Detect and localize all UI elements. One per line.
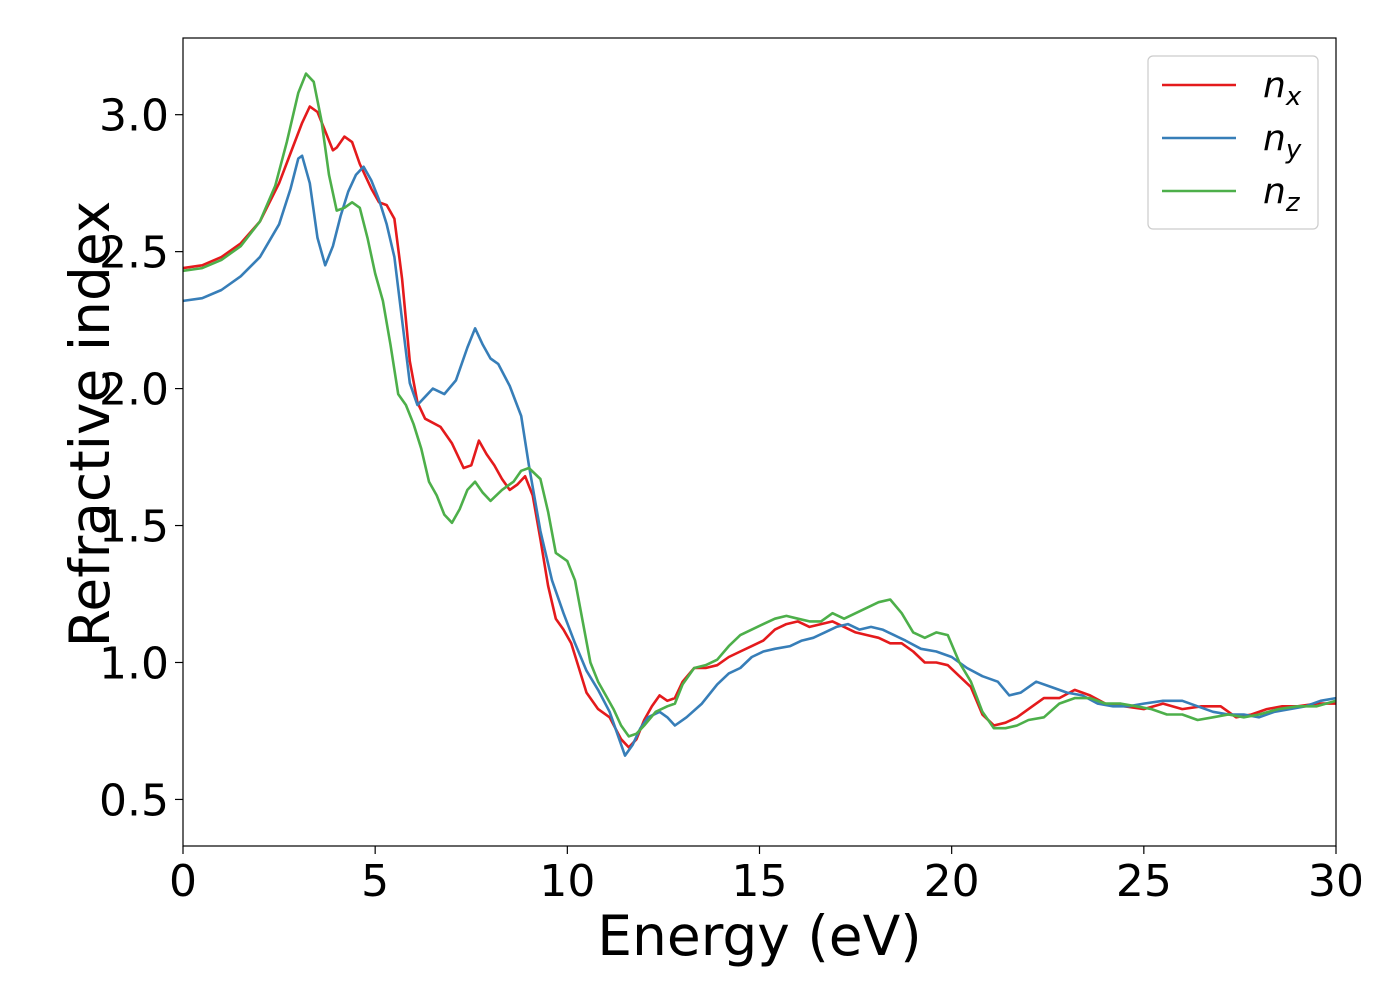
y-tick-label: 1.5 <box>99 502 169 553</box>
legend-label-nz: nz <box>1263 171 1301 218</box>
legend-box <box>1147 55 1319 230</box>
series-line-n-x <box>183 105 1336 749</box>
legend: nx ny nz <box>1147 55 1319 230</box>
y-tick-label: 0.5 <box>99 775 169 826</box>
x-tick-label: 0 <box>169 856 197 907</box>
x-tick-label: 10 <box>539 856 595 907</box>
series-layer <box>183 72 1336 757</box>
x-tick-label: 5 <box>361 856 389 907</box>
x-axis-ticks: 0 5 10 15 20 25 30 <box>169 846 1364 907</box>
y-tick-label: 3.0 <box>99 91 169 142</box>
x-tick-label: 30 <box>1308 856 1364 907</box>
x-tick-label: 15 <box>732 856 788 907</box>
series-line-n-z <box>183 72 1336 738</box>
x-tick-label: 20 <box>924 856 980 907</box>
y-tick-label: 2.0 <box>99 365 169 416</box>
series-line-n-y <box>183 154 1336 757</box>
y-axis-ticks: 0.5 1.0 1.5 2.0 2.5 3.0 <box>99 91 183 826</box>
y-tick-label: 1.0 <box>99 638 169 689</box>
y-tick-label: 2.5 <box>99 228 169 279</box>
y-axis-label: Refractive index <box>58 201 122 648</box>
x-tick-label: 25 <box>1116 856 1172 907</box>
legend-label-nx: nx <box>1263 65 1302 112</box>
legend-label-ny: ny <box>1263 118 1302 165</box>
x-axis-label: Energy (eV) <box>597 904 921 968</box>
